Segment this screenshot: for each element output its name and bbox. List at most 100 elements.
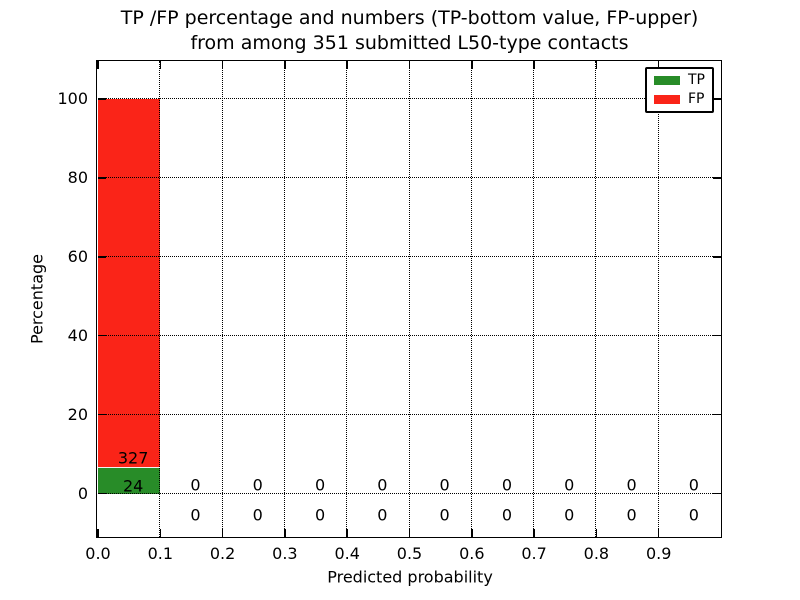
chart-title: TP /FP percentage and numbers (TP-bottom… — [98, 6, 721, 56]
tp-legend-label: TP — [688, 72, 705, 88]
x-tick-bottom — [284, 529, 286, 537]
y-tick-label: 40 — [67, 325, 88, 345]
fp-count-label: 0 — [439, 475, 450, 495]
x-tick-top — [159, 61, 162, 69]
legend: TP FP — [645, 67, 714, 113]
tp-count-label: 24 — [122, 476, 144, 496]
y-tick-right — [713, 98, 721, 100]
x-tick-label: 0.4 — [334, 544, 360, 563]
y-tick-label: 80 — [67, 167, 88, 187]
fp-count-label: 0 — [252, 475, 263, 495]
fp-count-label: 0 — [190, 475, 201, 495]
chart-title-line2: from among 351 submitted L50-type contac… — [190, 32, 629, 54]
y-tick-label: 0 — [77, 483, 88, 503]
x-gridline — [657, 61, 659, 537]
x-gridline — [470, 61, 472, 537]
x-tick-top — [657, 61, 660, 69]
x-tick-bottom — [346, 529, 348, 537]
chart-title-line1: TP /FP percentage and numbers (TP-bottom… — [120, 7, 699, 29]
x-tick-bottom — [657, 529, 660, 537]
x-tick-label: 0.1 — [147, 544, 174, 563]
y-tick-label: 100 — [57, 88, 88, 108]
x-tick-bottom — [595, 529, 598, 537]
y-tick-left — [98, 98, 106, 100]
x-tick-label: 0.3 — [272, 544, 298, 563]
y-tick-label: 60 — [67, 246, 88, 266]
x-tick-label: 0.6 — [459, 544, 485, 563]
legend-entry-fp: FP — [654, 91, 705, 107]
y-gridline — [98, 492, 721, 494]
x-tick-bottom — [97, 529, 99, 537]
y-gridline — [98, 176, 721, 178]
x-tick-top — [533, 61, 535, 69]
y-tick-left — [98, 256, 106, 258]
fp-count-label: 327 — [117, 448, 149, 468]
x-tick-bottom — [533, 529, 535, 537]
y-axis-label: Percentage — [27, 253, 47, 345]
tp-count-label: 0 — [190, 505, 201, 525]
tp-count-label: 0 — [314, 505, 326, 525]
x-gridline — [408, 61, 410, 537]
fp-legend-label: FP — [688, 91, 705, 107]
y-tick-right — [713, 334, 721, 337]
x-tick-label: 0.8 — [583, 544, 610, 563]
x-gridline — [533, 61, 535, 537]
x-tick-bottom — [221, 529, 224, 537]
fp-bar — [98, 98, 161, 467]
x-tick-top — [221, 61, 224, 69]
x-tick-label: 0.7 — [521, 544, 547, 563]
y-tick-right — [713, 492, 721, 495]
x-tick-label: 0.2 — [209, 544, 236, 563]
fp-count-label: 0 — [688, 475, 699, 495]
fp-count-label: 0 — [377, 475, 388, 495]
x-tick-top — [408, 61, 411, 69]
x-gridline — [346, 61, 348, 537]
x-tick-label: 0.5 — [396, 544, 423, 563]
fp-count-label: 0 — [314, 475, 326, 495]
y-tick-left — [98, 334, 106, 337]
x-axis-label: Predicted probability — [327, 567, 493, 587]
x-tick-top — [97, 61, 99, 69]
y-gridline — [98, 97, 721, 99]
tp-count-label: 0 — [377, 505, 388, 525]
tp-count-label: 0 — [252, 505, 263, 525]
y-tick-right — [713, 413, 721, 416]
legend-entry-tp: TP — [654, 72, 705, 88]
y-tick-left — [98, 177, 106, 179]
x-tick-top — [284, 61, 286, 69]
x-tick-top — [346, 61, 348, 69]
y-tick-label: 20 — [67, 404, 88, 424]
y-tick-left — [98, 413, 106, 416]
x-tick-label: 0.9 — [645, 544, 672, 563]
fp-count-label: 0 — [501, 475, 513, 495]
y-gridline — [98, 334, 721, 336]
x-tick-bottom — [408, 529, 411, 537]
fp-legend-swatch-icon — [654, 95, 680, 104]
tp-count-label: 0 — [439, 505, 450, 525]
y-tick-left — [98, 492, 106, 495]
tp-legend-swatch-icon — [654, 76, 680, 85]
y-tick-right — [713, 177, 721, 179]
x-tick-top — [595, 61, 598, 69]
tp-bar — [98, 466, 161, 494]
y-gridline — [98, 255, 721, 257]
tp-count-label: 0 — [501, 505, 513, 525]
x-gridline — [159, 61, 161, 537]
tp-count-label: 0 — [688, 505, 699, 525]
x-tick-top — [471, 61, 473, 69]
x-tick-bottom — [471, 529, 473, 537]
x-gridline — [221, 61, 223, 537]
y-tick-right — [713, 256, 721, 258]
x-gridline — [595, 61, 597, 537]
x-tick-bottom — [159, 529, 162, 537]
tp-count-label: 0 — [626, 505, 637, 525]
y-gridline — [98, 413, 721, 415]
tp-count-label: 0 — [564, 505, 575, 525]
x-gridline — [283, 61, 285, 537]
x-tick-label: 0.0 — [85, 544, 111, 563]
